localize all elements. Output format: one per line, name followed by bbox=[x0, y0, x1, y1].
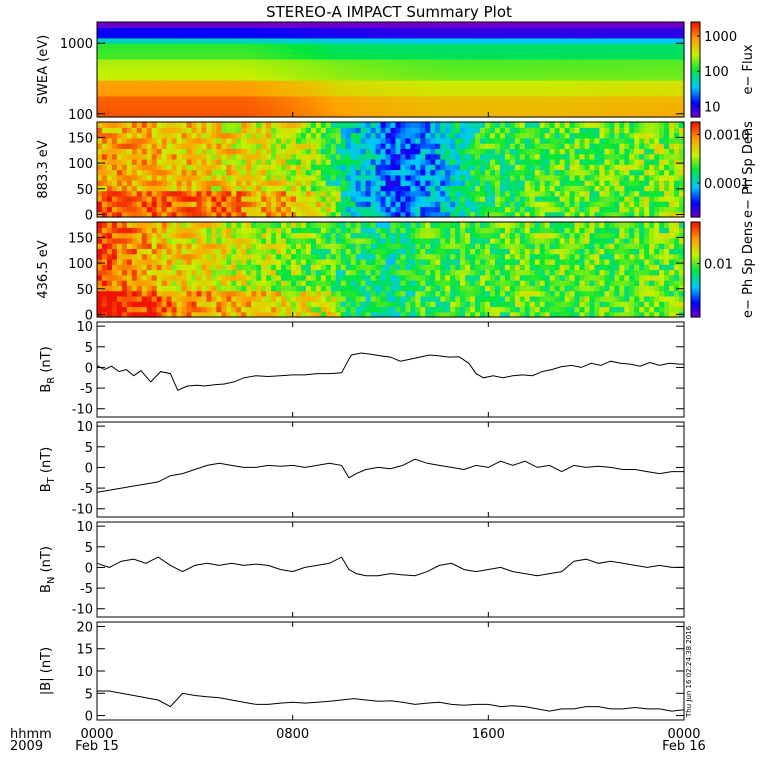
y-tick-label: 50 bbox=[76, 283, 93, 298]
data-trace bbox=[97, 690, 685, 712]
colorbar: 10 100 1000 e− Flux bbox=[690, 21, 756, 118]
y-axis-label: BN (nT) bbox=[39, 546, 57, 593]
data-trace bbox=[96, 458, 684, 493]
panel-frame bbox=[96, 621, 685, 721]
spectrogram-panel-1: 100 1000 SWEA (eV) 10 100 1000 e− Flux bbox=[36, 21, 756, 123]
y-tick-label: 15 bbox=[76, 643, 93, 658]
time-row-label-hhmm: hhmm bbox=[10, 727, 52, 742]
spectrogram-image bbox=[97, 22, 685, 118]
time-tick-label: 0000 bbox=[667, 727, 700, 742]
y-tick-label: 10 bbox=[76, 665, 93, 680]
colorbar-frame bbox=[690, 121, 701, 218]
line-panel-3: -10 -5 0 5 10 BN (nT) bbox=[39, 520, 685, 618]
panel-frame bbox=[96, 121, 685, 218]
y-tick-label: 10 bbox=[76, 420, 93, 435]
y-tick-label: -5 bbox=[80, 582, 93, 597]
y-tick-label: -10 bbox=[72, 403, 93, 418]
y-tick-label: 0 bbox=[85, 208, 93, 223]
y-axis-label: SWEA (eV) bbox=[36, 35, 51, 104]
y-axis-label: BT (nT) bbox=[39, 447, 57, 493]
y-tick-label: -5 bbox=[80, 482, 93, 497]
y-axis-label: |B| (nT) bbox=[39, 647, 54, 695]
y-tick-label: 1000 bbox=[60, 37, 93, 52]
colorbar-label: e− Ph Sp Dens bbox=[741, 121, 756, 218]
y-tick-label: 0 bbox=[85, 561, 93, 576]
data-trace bbox=[96, 352, 684, 391]
y-tick-label: 10 bbox=[76, 520, 93, 535]
panel-frame bbox=[96, 521, 685, 618]
time-tick-date: Feb 15 bbox=[75, 739, 119, 754]
y-tick-label: 5 bbox=[85, 541, 93, 556]
line-panel-2: -10 -5 0 5 10 BT (nT) bbox=[39, 420, 685, 518]
y-axis-label: 883.3 eV bbox=[36, 140, 51, 198]
time-tick-label: 0000 bbox=[80, 727, 113, 742]
y-tick-label: 20 bbox=[76, 620, 93, 635]
spectrogram-panel-3: 0 50 100 150 436.5 eV 0.01 e− Ph Sp Dens bbox=[36, 221, 756, 324]
y-tick-label: 0 bbox=[85, 461, 93, 476]
y-tick-label: 100 bbox=[68, 157, 93, 172]
spectrogram-image bbox=[97, 122, 685, 218]
y-tick-label: 100 bbox=[68, 257, 93, 272]
colorbar: 0.01 e− Ph Sp Dens bbox=[690, 221, 756, 318]
colorbar-frame bbox=[690, 221, 701, 318]
y-tick-label: 150 bbox=[68, 231, 93, 246]
y-tick-label: 0 bbox=[85, 361, 93, 376]
y-tick-label: 50 bbox=[76, 183, 93, 198]
y-tick-label: 10 bbox=[76, 320, 93, 335]
line-panel-4: 0 5 10 15 20 |B| (nT) bbox=[39, 620, 685, 725]
render-timestamp: Thu Jun 16 02:24:38 2016 bbox=[685, 625, 693, 718]
colorbar-frame bbox=[690, 21, 701, 118]
y-tick-label: -5 bbox=[80, 382, 93, 397]
y-tick-label: 5 bbox=[85, 341, 93, 356]
panel-frame bbox=[96, 21, 685, 118]
y-axis-label: BR (nT) bbox=[39, 346, 57, 392]
y-tick-label: 5 bbox=[85, 687, 93, 702]
y-tick-label: 5 bbox=[85, 441, 93, 456]
time-tick-date: Feb 16 bbox=[662, 739, 706, 754]
colorbar-tick-label: 0.0010 bbox=[704, 128, 750, 143]
y-tick-label: -10 bbox=[72, 603, 93, 618]
y-axis-label: 436.5 eV bbox=[36, 240, 51, 298]
panel-frame bbox=[96, 421, 685, 518]
y-tick-label: 0 bbox=[85, 710, 93, 725]
spectrogram-image bbox=[97, 222, 685, 318]
plot-title: STEREO-A IMPACT Summary Plot bbox=[266, 3, 512, 21]
data-trace bbox=[96, 556, 684, 577]
time-tick-label: 0800 bbox=[276, 727, 309, 742]
y-tick-label: 150 bbox=[68, 131, 93, 146]
colorbar-label: e− Ph Sp Dens bbox=[741, 221, 756, 318]
y-tick-label: -10 bbox=[72, 503, 93, 518]
panel-frame bbox=[96, 221, 685, 318]
time-tick-label: 1600 bbox=[472, 727, 505, 742]
colorbar-tick-label: 1000 bbox=[704, 30, 737, 45]
y-tick-label: 100 bbox=[68, 108, 93, 123]
colorbar-tick-label: 100 bbox=[704, 65, 729, 80]
colorbar-label: e− Flux bbox=[741, 44, 756, 94]
line-panel-1: -10 -5 0 5 10 BR (nT) bbox=[39, 320, 685, 418]
colorbar-tick-label: 0.01 bbox=[704, 258, 733, 273]
time-row-label-year: 2009 bbox=[10, 739, 43, 754]
y-tick-label: 0 bbox=[85, 308, 93, 323]
colorbar-tick-label: 0.0001 bbox=[704, 177, 750, 192]
panel-frame bbox=[96, 321, 685, 418]
colorbar-tick-label: 10 bbox=[704, 100, 721, 115]
